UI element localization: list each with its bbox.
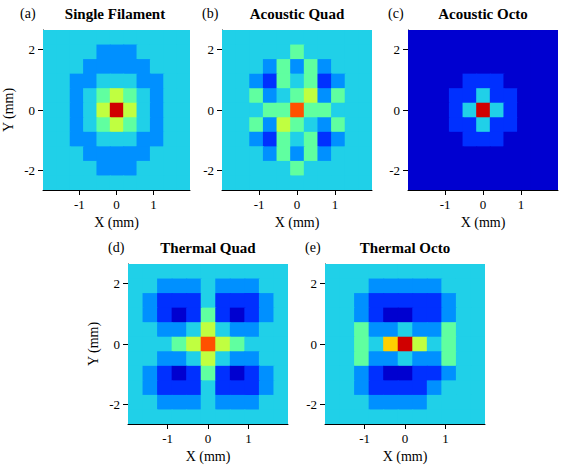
svg-text:(c): (c) [388,6,404,22]
svg-text:Acoustic Octo: Acoustic Octo [438,6,528,22]
svg-text:X (mm): X (mm) [94,215,139,231]
svg-text:X (mm): X (mm) [186,449,231,465]
svg-text:Acoustic Quad: Acoustic Quad [250,6,345,22]
svg-text:1: 1 [518,197,525,212]
svg-text:Single Filament: Single Filament [65,6,165,22]
svg-text:0: 0 [311,337,318,352]
svg-text:-1: -1 [74,197,85,212]
svg-text:1: 1 [150,197,157,212]
svg-text:2: 2 [208,42,215,57]
svg-text:0: 0 [114,337,121,352]
svg-text:Y (mm): Y (mm) [1,88,17,133]
svg-text:-2: -2 [306,397,317,412]
svg-text:0: 0 [394,103,401,118]
svg-text:Thermal Quad: Thermal Quad [160,240,256,256]
svg-text:-1: -1 [254,197,265,212]
svg-text:0: 0 [113,197,120,212]
svg-text:0: 0 [480,197,487,212]
svg-text:X (mm): X (mm) [461,215,506,231]
svg-text:(d): (d) [108,240,125,256]
svg-text:X (mm): X (mm) [383,449,428,465]
svg-text:0: 0 [205,431,212,446]
svg-text:-2: -2 [24,163,35,178]
svg-text:-1: -1 [359,431,370,446]
svg-text:0: 0 [294,197,301,212]
svg-text:-1: -1 [162,431,173,446]
svg-text:1: 1 [442,431,449,446]
svg-text:-1: -1 [440,197,451,212]
svg-text:Y (mm): Y (mm) [86,322,102,367]
svg-text:(a): (a) [20,6,36,22]
svg-text:-2: -2 [109,397,120,412]
svg-text:-2: -2 [203,163,214,178]
svg-text:0: 0 [29,103,36,118]
svg-text:Thermal Octo: Thermal Octo [360,240,450,256]
svg-text:2: 2 [311,276,318,291]
svg-text:X (mm): X (mm) [275,215,320,231]
svg-text:-2: -2 [389,163,400,178]
svg-text:0: 0 [208,103,215,118]
svg-text:0: 0 [402,431,409,446]
svg-text:(e): (e) [305,240,321,256]
svg-text:1: 1 [245,431,252,446]
svg-text:2: 2 [29,42,36,57]
svg-text:2: 2 [394,42,401,57]
svg-text:1: 1 [332,197,339,212]
svg-text:(b): (b) [202,6,219,22]
svg-text:2: 2 [114,276,121,291]
